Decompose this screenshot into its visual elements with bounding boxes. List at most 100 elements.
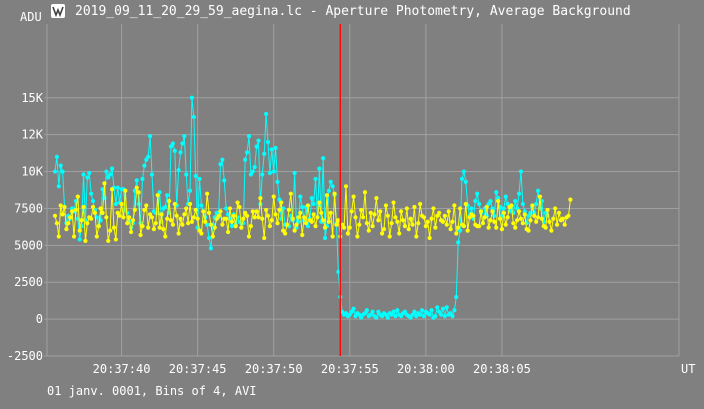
data-point [554,222,560,227]
data-point [172,201,177,207]
data-point [433,225,438,230]
data-point [319,210,324,215]
data-point [484,204,489,210]
data-point [486,225,491,230]
data-point [532,213,537,218]
data-point [256,138,261,143]
data-point [317,166,322,171]
data-point [482,215,487,220]
data-point [452,308,457,313]
title-bar: 2019_09_11_20_29_59_aegina.lc - Aperture… [0,0,704,24]
lightcurve-app-icon[interactable] [51,4,65,18]
x-tick-label: 20:38:05 [473,362,531,376]
data-point [73,207,79,213]
y-tick-label: 5000 [14,238,43,252]
data-point [488,218,493,223]
data-point [75,194,80,199]
data-point [370,309,375,314]
data-point [70,209,75,214]
data-point [89,216,94,221]
data-point [273,145,278,151]
data-point [416,221,421,226]
data-point [400,218,406,223]
data-point [273,212,278,217]
data-point [349,209,354,214]
data-point [224,206,229,211]
data-point [220,222,225,227]
data-point [149,172,155,177]
data-point [499,227,505,232]
data-point [90,204,96,210]
data-point [418,312,423,317]
data-point [167,198,172,204]
data-point [520,201,525,207]
data-point [56,184,61,189]
data-point [419,308,425,313]
data-point [448,227,453,232]
data-point [425,219,430,224]
data-point [193,173,198,179]
data-point [184,206,189,211]
data-point [111,225,117,230]
data-point [461,169,466,174]
data-point [108,228,113,233]
data-point [522,212,527,217]
data-point [305,203,311,208]
data-point [138,232,143,238]
data-point [182,134,187,139]
data-point [456,225,461,230]
data-point [414,234,419,239]
data-point [429,308,434,313]
data-point [385,315,390,320]
data-point [317,200,322,205]
data-point [275,179,280,184]
data-point [332,191,337,196]
data-point [328,210,333,215]
data-point [408,216,413,221]
data-point [490,209,495,214]
x-tick-label: 20:38:00 [397,362,455,376]
data-point [233,224,238,229]
data-point [184,172,189,177]
data-point [549,228,554,233]
data-point [516,209,522,214]
data-point [250,169,255,174]
data-point [435,305,440,310]
data-point [463,179,468,184]
data-point [155,193,160,198]
data-point [81,172,86,177]
data-point [246,134,252,139]
data-point [313,224,318,229]
data-point [315,215,320,220]
data-point [562,222,567,227]
data-point [208,222,214,227]
data-point [267,170,273,176]
data-point [427,235,432,241]
data-point [87,170,92,176]
data-point [399,209,404,214]
data-point [535,188,541,193]
data-point [201,209,206,214]
data-point [113,237,118,242]
data-point [229,224,234,229]
data-point [115,185,120,190]
data-point [418,201,423,207]
data-point [450,314,455,319]
data-point [440,306,446,311]
data-point [90,198,96,204]
data-point [208,246,214,251]
data-point [421,314,427,319]
data-point [364,221,370,226]
x-tick-label: 20:37:40 [93,362,151,376]
data-point [58,203,63,208]
data-point [321,156,326,161]
data-point [165,193,170,198]
data-point [566,213,571,218]
data-point [153,221,158,226]
data-point [366,228,371,233]
data-point [518,169,524,174]
data-point [450,219,455,224]
data-point [330,234,335,239]
data-point [446,209,451,214]
